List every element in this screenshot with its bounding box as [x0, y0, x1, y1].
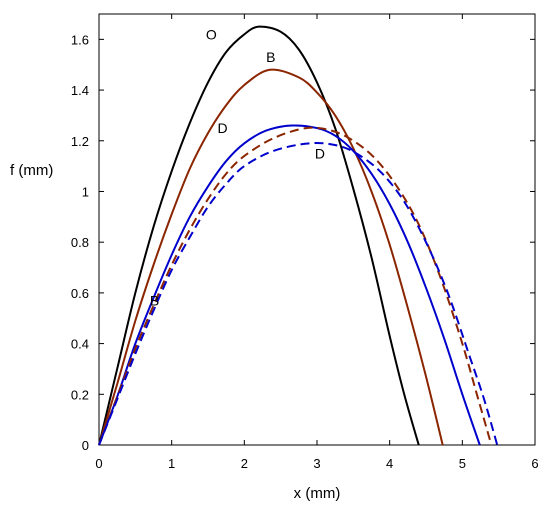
y-tick-label: 0.8	[71, 235, 89, 250]
y-tick-label: 0	[82, 438, 89, 453]
curve-label: O	[206, 26, 217, 42]
series-line-d-dashed	[98, 142, 499, 446]
x-tick-label: 6	[531, 456, 538, 471]
y-tick-label: 1.6	[71, 32, 89, 47]
plot-frame	[98, 13, 536, 446]
x-tick-label: 1	[168, 456, 175, 471]
series-layer	[98, 25, 499, 446]
x-tick-label: 5	[459, 456, 466, 471]
x-tick-label: 3	[313, 456, 320, 471]
axis-ticks: 0 1 2 3 4 5 6 0 0.2 0.4 0.6 0.8 1 1.2 1.4 1.6	[71, 14, 539, 471]
curve-label: B	[266, 49, 275, 65]
series-line-b-dashed	[98, 126, 493, 446]
series-line-o-solid	[98, 25, 420, 446]
x-tick-label: 0	[95, 456, 102, 471]
series-line-b-solid	[98, 68, 444, 446]
y-tick-label: 0.2	[71, 387, 89, 402]
y-tick-label: 0.4	[71, 337, 89, 352]
curve-labels: O B D D B	[150, 26, 325, 308]
x-axis-label: x (mm)	[294, 485, 341, 502]
series-line-d-solid	[98, 124, 481, 446]
x-tick-label: 2	[241, 456, 248, 471]
x-tick-label: 4	[386, 456, 393, 471]
y-tick-label: 0.6	[71, 286, 89, 301]
y-tick-label: 1	[82, 184, 89, 199]
curve-label: D	[315, 146, 325, 162]
y-tick-label: 1.4	[71, 83, 89, 98]
curve-label: B	[150, 293, 159, 309]
y-axis-label: f (mm)	[10, 162, 53, 179]
curve-label: D	[217, 120, 227, 136]
y-tick-label: 1.2	[71, 134, 89, 149]
